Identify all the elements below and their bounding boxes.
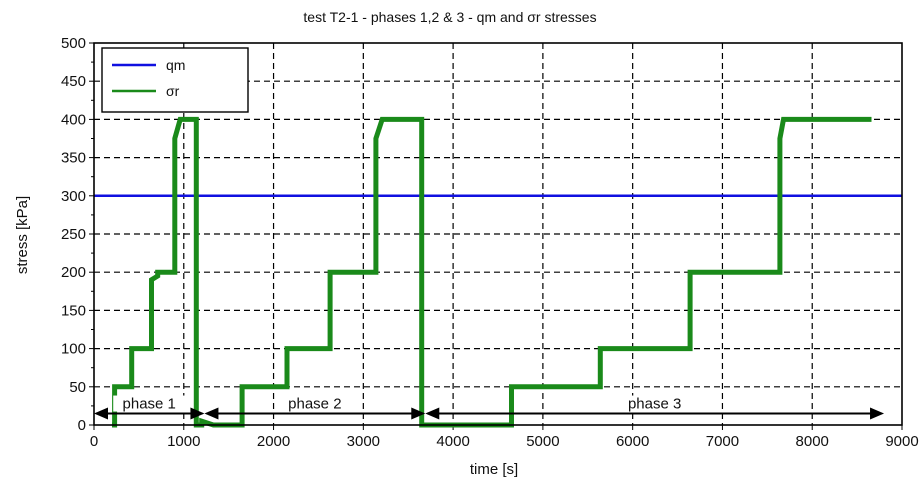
chart-title: test T2-1 - phases 1,2 & 3 - qm and σr s… [303, 9, 596, 25]
x-tick-label: 3000 [347, 433, 380, 450]
phase-label-bg [618, 395, 691, 412]
x-tick-label: 7000 [706, 433, 739, 450]
legend-label: σr [166, 83, 180, 99]
phase-label-bg [113, 395, 186, 412]
phase-annotations: phase 1 phase 2 phase 3 [94, 395, 885, 420]
phase-label: phase 1 [123, 396, 176, 413]
series [94, 116, 902, 428]
y-tick-label: 350 [61, 150, 86, 167]
x-tick-label: 9000 [885, 433, 918, 450]
phase-arrow-head-right [870, 407, 885, 420]
y-axis-label: stress [kPa] [14, 196, 31, 274]
legend-box [101, 47, 249, 113]
phase-label-bg [278, 395, 351, 412]
axis-ticks: 0 1000 2000 3000 4000 5000 6000 7000 8000 9000 0 50… [61, 35, 919, 450]
x-tick-label: 0 [90, 433, 98, 450]
y-tick-label: 50 [69, 379, 86, 396]
phase-arrow-head-left [204, 407, 219, 420]
y-tick-label: 500 [61, 35, 86, 52]
series-line-sigma-r [112, 116, 872, 428]
phase-arrow-head-left [94, 407, 108, 420]
phase-arrow-head-right [411, 407, 426, 420]
phase-arrow-head-left [425, 407, 440, 420]
phase-label: phase 2 [288, 396, 341, 413]
x-tick-label: 2000 [257, 433, 290, 450]
y-tick-label: 250 [61, 226, 86, 243]
x-tick-label: 8000 [796, 433, 829, 450]
legend-label: qm [166, 57, 185, 73]
y-tick-label: 100 [61, 341, 86, 358]
phase-arrow-head-right [190, 407, 205, 420]
y-tick-label: 450 [61, 73, 86, 90]
plot-frame [93, 42, 903, 426]
y-tick-label: 150 [61, 302, 86, 319]
legend: qm σr [101, 47, 249, 113]
x-tick-label: 6000 [616, 433, 649, 450]
x-axis-label: time [s] [470, 461, 518, 478]
x-tick-label: 4000 [436, 433, 469, 450]
y-tick-label: 0 [78, 417, 86, 434]
y-tick-label: 400 [61, 111, 86, 128]
x-tick-label: 5000 [526, 433, 559, 450]
y-tick-label: 200 [61, 264, 86, 281]
phase-label: phase 3 [628, 396, 681, 413]
x-tick-label: 1000 [167, 433, 200, 450]
y-tick-label: 300 [61, 188, 86, 205]
